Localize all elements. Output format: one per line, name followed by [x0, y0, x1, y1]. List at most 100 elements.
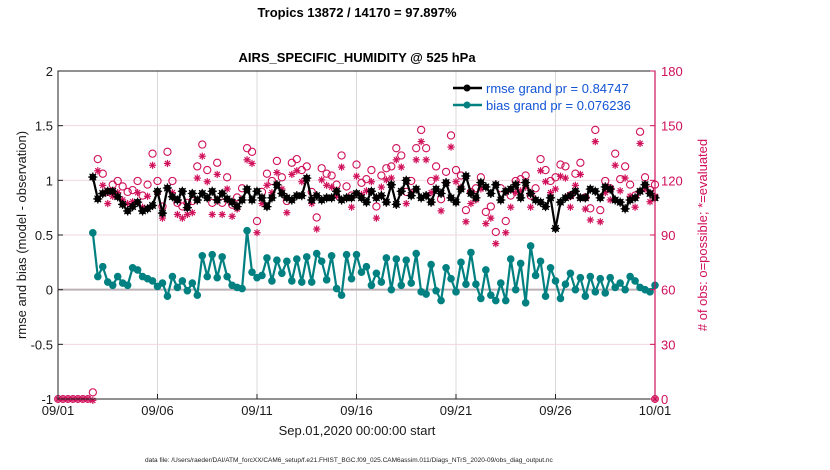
rmse-point: [93, 194, 103, 204]
bias-point: [427, 260, 435, 269]
bias-point: [487, 291, 495, 299]
obs-possible-marker: [417, 125, 426, 135]
obs-possible-marker: [387, 162, 396, 171]
obs-evaluated-marker: [566, 203, 575, 211]
bias-point: [173, 283, 182, 292]
obs-possible-marker: [421, 144, 431, 153]
rmse-point: [272, 180, 282, 190]
bias-point: [586, 272, 595, 281]
obs-possible-marker: [342, 182, 351, 191]
bias-point: [526, 242, 535, 250]
obs-possible-marker: [451, 165, 461, 175]
obs-possible-marker: [441, 167, 451, 177]
obs-possible-marker: [616, 175, 625, 184]
rmse-point: [486, 188, 496, 199]
obs-evaluated-marker: [293, 167, 301, 175]
obs-evaluated-marker: [253, 229, 261, 237]
obs-evaluated-marker: [89, 396, 97, 404]
bias-line: [91, 229, 656, 304]
obs-evaluated-marker: [387, 174, 395, 182]
bias-point: [516, 259, 525, 268]
rmse-point: [113, 192, 123, 202]
obs-evaluated-marker: [482, 220, 490, 228]
obs-evaluated-marker: [487, 214, 495, 222]
obs-evaluated-marker: [377, 183, 385, 191]
obs-evaluated-marker: [173, 210, 181, 219]
rmse-point: [118, 199, 128, 209]
bias-point: [447, 274, 455, 283]
obs-evaluated-marker: [571, 181, 579, 189]
bias-point: [422, 290, 430, 298]
rmse-point: [511, 180, 521, 190]
rmse-point: [436, 188, 446, 199]
obs-evaluated-marker: [646, 198, 654, 206]
bias-point: [432, 286, 440, 295]
rmse-point: [451, 197, 461, 207]
legend: rmse grand pr = 0.84747 bias grand pr = …: [453, 81, 631, 113]
rmse-point: [327, 193, 337, 203]
obs-evaluated-marker: [243, 156, 251, 164]
obs-possible-marker: [486, 202, 495, 211]
obs-evaluated-marker: [337, 163, 346, 171]
bias-point: [312, 249, 321, 258]
obs-evaluated-marker: [104, 199, 112, 208]
rmse-point: [202, 193, 212, 203]
obs-evaluated-marker: [412, 156, 420, 164]
bias-point: [367, 281, 376, 290]
x-tick-label: 09/06: [141, 403, 174, 418]
rmse-point: [471, 193, 481, 203]
bias-point: [263, 254, 271, 262]
obs-evaluated-marker: [298, 178, 306, 186]
rmse-point: [133, 197, 143, 207]
rmse-point: [516, 193, 526, 203]
y-tick-label: -0.5: [31, 337, 53, 352]
rmse-point: [491, 180, 501, 190]
obs-evaluated-marker: [437, 207, 445, 215]
bias-point: [631, 277, 639, 285]
obs-evaluated-marker: [158, 214, 167, 222]
rmse-point: [187, 188, 197, 199]
bias-point: [392, 255, 401, 263]
x-tick-label: 09/26: [539, 403, 572, 418]
rmse-point: [426, 197, 436, 207]
rmse-point: [332, 186, 342, 196]
obs-possible-marker: [272, 156, 282, 166]
y-tick-label: 1.5: [35, 119, 53, 134]
rmse-point: [595, 193, 605, 203]
bias-point: [606, 273, 615, 282]
rmse-point: [162, 183, 173, 193]
obs-evaluated-marker: [392, 156, 400, 164]
bias-point: [387, 285, 396, 294]
rmse-point: [615, 197, 625, 207]
rmse-point: [192, 195, 202, 205]
rmse-point: [108, 186, 118, 196]
x-tick-label: 09/16: [340, 403, 373, 418]
rmse-point: [381, 197, 391, 207]
obs-possible-marker: [277, 173, 287, 182]
bias-point: [94, 272, 102, 281]
obs-possible-marker: [561, 162, 570, 171]
rmse-point: [506, 184, 516, 194]
rmse-point: [456, 184, 466, 194]
rmse-point: [247, 195, 257, 205]
bias-point: [213, 273, 221, 282]
y2-tick-label: 150: [661, 119, 683, 134]
bias-point: [183, 286, 192, 295]
rmse-point: [157, 208, 168, 218]
bias-point: [327, 251, 336, 260]
bias-point: [397, 281, 406, 290]
rmse-point: [620, 204, 630, 214]
rmse-point: [545, 193, 556, 203]
rmse-point: [361, 197, 372, 207]
obs-possible-marker: [382, 164, 391, 173]
obs-possible-marker: [317, 164, 326, 173]
obs-evaluated-marker: [143, 192, 152, 200]
bias-point: [89, 229, 97, 237]
bias-point: [163, 292, 172, 301]
obs-possible-marker: [337, 151, 346, 160]
bias-point: [402, 256, 411, 264]
bias-point: [506, 255, 515, 263]
rmse-point: [152, 186, 163, 196]
bias-point: [113, 272, 122, 281]
bias-point: [452, 288, 460, 296]
